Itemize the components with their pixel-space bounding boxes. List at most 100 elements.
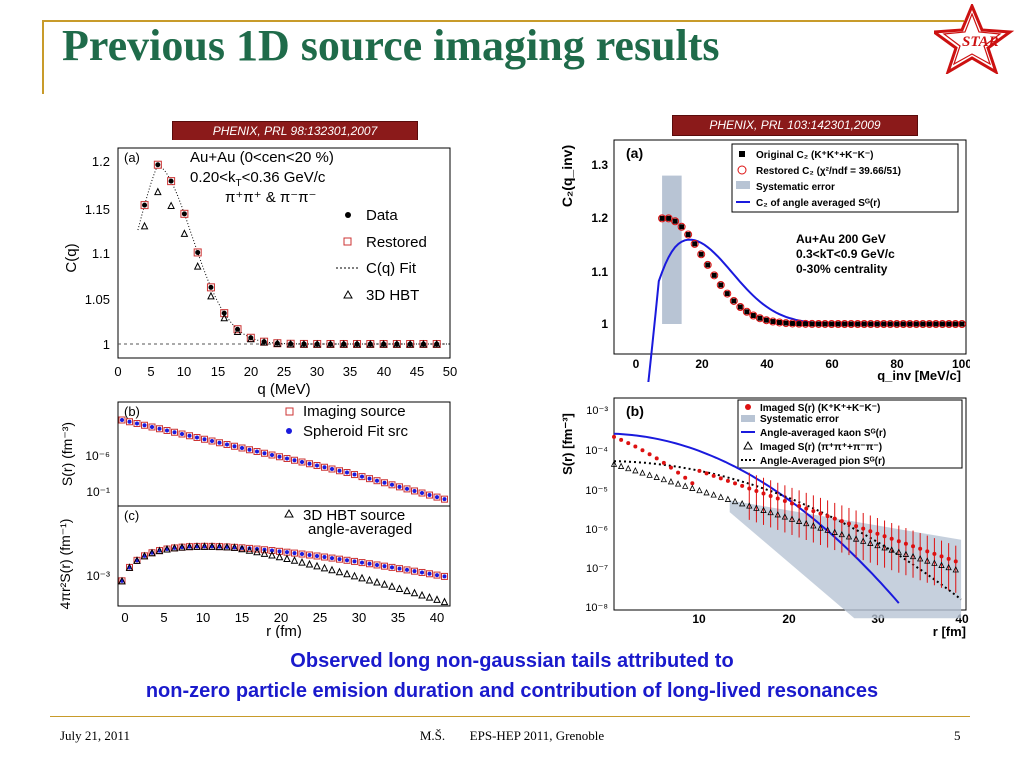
- imaging-point: [381, 479, 388, 487]
- legend-marker-syst: [741, 415, 755, 422]
- original-point: [822, 321, 828, 327]
- y-tick: 1: [601, 317, 608, 331]
- spheroid-point: [420, 570, 424, 575]
- hbt-point: [200, 542, 209, 550]
- kaon-point: [711, 473, 716, 478]
- pion-point: [753, 504, 760, 511]
- kaon-point: [683, 475, 688, 480]
- spheroid-point: [405, 486, 409, 491]
- imaging-point: [343, 469, 351, 476]
- restored-point: [664, 214, 673, 223]
- pion-point: [610, 460, 618, 467]
- imaging-point: [208, 437, 216, 445]
- pion-point: [639, 469, 646, 476]
- y-tick: 10⁻⁵: [585, 485, 608, 497]
- spheroid-point: [337, 468, 342, 473]
- pion-point: [902, 550, 910, 557]
- pion-point: [781, 513, 789, 520]
- x-ticks: 0 5 10 15 20 25 30 35 40 45 50: [114, 364, 457, 379]
- imaging-point: [433, 571, 441, 579]
- restored-point: [710, 271, 719, 280]
- restored-point: [140, 201, 149, 210]
- y-tick: 10⁻¹: [86, 485, 110, 499]
- x-tick: 25: [313, 610, 327, 625]
- legend-marker-data: [345, 212, 351, 218]
- y-tick: 1.3: [591, 158, 608, 172]
- pion-point: [746, 502, 753, 509]
- y-tick: 10⁻⁴: [585, 445, 608, 457]
- y-tick: 1.2: [92, 154, 110, 169]
- plot-frame: [117, 506, 451, 607]
- spheroid-point: [367, 476, 372, 481]
- data-point: [142, 202, 148, 208]
- hbt-point: [395, 584, 404, 592]
- original-point: [809, 321, 815, 327]
- imaging-point: [433, 493, 441, 501]
- x-tick: 10: [196, 610, 210, 625]
- imaging-point: [328, 465, 336, 473]
- spheroid-point: [345, 470, 349, 475]
- original-point: [744, 309, 750, 315]
- imaging-point: [396, 483, 403, 491]
- imaging-point: [426, 491, 433, 499]
- x-tick: 20: [782, 612, 796, 626]
- imaging-point: [261, 449, 268, 457]
- hbt-point: [320, 563, 329, 572]
- x-tick: 15: [235, 610, 249, 625]
- kt-label: 0.20<kT<0.36 GeV/c: [190, 169, 326, 189]
- spheroid-point: [330, 556, 334, 561]
- imaging-point: [261, 546, 268, 554]
- spheroid-point: [397, 566, 402, 571]
- spheroid-point: [420, 491, 424, 495]
- hbt-point: [418, 590, 426, 599]
- pion-point: [717, 493, 724, 500]
- legend-label: Angle-averaged kaon Sᴳ(r): [760, 428, 886, 439]
- panel-label: (a): [124, 150, 140, 165]
- legend-marker-restored: [343, 237, 352, 246]
- imaging-point: [238, 444, 246, 452]
- spheroid-point: [375, 478, 379, 483]
- x-tick: 25: [277, 364, 291, 379]
- imaging-point: [201, 435, 208, 443]
- data-point: [221, 310, 227, 316]
- hbt-point: [410, 588, 419, 597]
- imaging-point: [336, 555, 343, 563]
- info-text: Au+Au 200 GeV 0.3<kT<0.9 GeV/c 0-30% cen…: [796, 232, 895, 276]
- hbt-point: [193, 542, 201, 550]
- pion-point: [632, 467, 639, 474]
- imaging-point: [268, 451, 276, 459]
- reference-right: PHENIX, PRL 103:142301,2009: [672, 115, 918, 136]
- imaging-point: [426, 570, 433, 578]
- hbt-point: [298, 558, 306, 566]
- imaging-point: [291, 456, 298, 464]
- original-point: [926, 321, 932, 327]
- restored-point: [671, 217, 680, 226]
- spheroid-point: [157, 426, 162, 431]
- hbt-point: [230, 543, 239, 551]
- x-tick: 10: [177, 364, 191, 379]
- imaging-point: [298, 550, 306, 558]
- legend-marker-pion: [743, 440, 753, 450]
- original-point: [842, 321, 848, 327]
- hbt-point: [286, 339, 295, 348]
- pion-point: [795, 517, 803, 524]
- reference-left: PHENIX, PRL 98:132301,2007: [172, 121, 418, 142]
- imaging-point: [268, 547, 276, 555]
- original-point: [894, 321, 900, 327]
- imaging-point: [403, 566, 411, 574]
- imaging-point: [306, 551, 313, 559]
- spheroid-point: [315, 463, 319, 468]
- hbt-point: [193, 262, 202, 270]
- x-axis-label: q_inv [MeV/c]: [877, 368, 961, 382]
- imaging-point: [178, 430, 186, 438]
- x-tick: 60: [825, 357, 839, 371]
- y-ticks: 1.3 1.2 1.1 1: [591, 158, 608, 331]
- spheroid-point: [360, 560, 364, 565]
- kaon-point: [633, 444, 638, 449]
- hbt-point: [154, 187, 162, 196]
- x-tick: 5: [160, 610, 167, 625]
- original-point: [776, 319, 782, 325]
- restored-point: [677, 222, 686, 231]
- spheroid-point: [180, 432, 184, 436]
- spheroid-point: [292, 551, 297, 556]
